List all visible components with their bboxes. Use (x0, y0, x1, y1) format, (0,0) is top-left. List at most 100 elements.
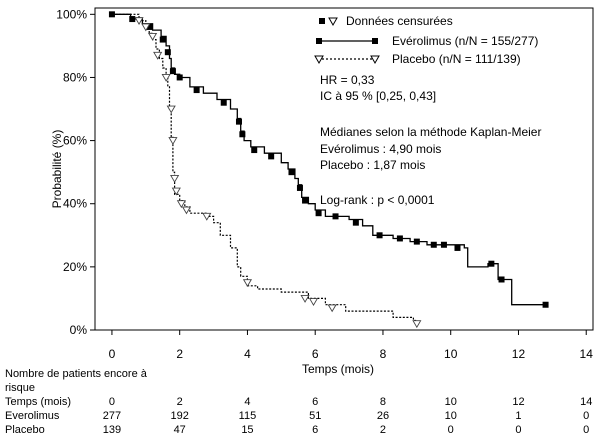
censor-mark-everolimus-22 (430, 241, 437, 248)
risk-value-everolimus-1: 192 (170, 410, 189, 422)
legend-entry-placebo: Placebo (n/N = 111/139) (392, 52, 521, 66)
censor-mark-placebo-4 (161, 74, 171, 82)
x-tick-label-12: 12 (512, 347, 526, 361)
censor-mark-everolimus-17 (332, 213, 339, 220)
risk-table-heading-line1: Nombre de patients encore à (5, 368, 147, 380)
y-tick-label-2: 40% (63, 197, 87, 211)
risk-value-placebo-0: 139 (102, 424, 122, 436)
censor-mark-placebo-10 (181, 206, 192, 215)
censor-mark-everolimus-19 (376, 232, 383, 239)
x-tick-label-8: 8 (380, 347, 387, 361)
y-tick-label-5: 100% (56, 7, 87, 21)
risk-value-time-7: 14 (580, 396, 593, 408)
censor-mark-placebo-6 (168, 137, 178, 145)
risk-value-time-1: 2 (176, 396, 183, 408)
risk-value-placebo-4: 2 (379, 424, 387, 436)
risk-value-everolimus-2: 115 (238, 410, 257, 422)
censor-mark-everolimus-14 (296, 184, 303, 191)
censor-mark-everolimus-18 (352, 219, 359, 226)
x-tick-label-6: 6 (312, 347, 319, 361)
risk-value-time-5: 10 (444, 396, 457, 408)
censor-mark-everolimus-23 (440, 241, 447, 248)
annotation-hr: HR = 0,33 (320, 73, 375, 87)
annotation-logrank: Log‑rank : p < 0,0001 (320, 193, 435, 207)
legend-title: Données censurées (346, 14, 453, 28)
x-tick-label-0: 0 (109, 347, 116, 361)
x-tick-label-4: 4 (244, 347, 251, 361)
censor-mark-everolimus-21 (413, 238, 420, 245)
plot-frame (94, 7, 594, 331)
risk-value-time-0: 0 (108, 396, 115, 408)
censor-mark-placebo-8 (171, 187, 181, 196)
y-tick-label-0: 0% (70, 323, 88, 337)
annotation-medians-title: Médianes selon la méthode Kaplan‑Meier (320, 125, 541, 139)
censor-mark-everolimus-16 (315, 210, 322, 217)
risk-value-everolimus-5: 10 (444, 410, 457, 422)
censor-mark-everolimus-4 (164, 49, 171, 56)
censor-mark-placebo-1 (141, 23, 151, 32)
censor-mark-everolimus-11 (251, 147, 258, 154)
censor-mark-everolimus-24 (454, 244, 461, 251)
censor-mark-everolimus-9 (235, 118, 242, 125)
legend-marker-placebo-right (370, 55, 380, 65)
risk-value-everolimus-6: 1 (515, 410, 522, 422)
x-tick-label-2: 2 (176, 347, 183, 361)
risk-value-placebo-7: 0 (583, 424, 590, 436)
legend-marker-everolimus-right (372, 38, 378, 44)
censor-mark-everolimus-1 (129, 16, 136, 23)
censor-mark-placebo-11 (202, 212, 212, 221)
censor-mark-everolimus-10 (239, 131, 246, 138)
censor-mark-placebo-0 (134, 17, 144, 26)
y-tick-label-1: 20% (63, 260, 87, 274)
censor-mark-placebo-13 (300, 294, 310, 303)
legend-entry-everolimus: Evérolimus (n/N = 155/277) (392, 34, 538, 48)
legend-title-marker-square (319, 18, 325, 24)
annotation-median-placebo: Placebo : 1,87 mois (320, 158, 425, 172)
risk-row-label-placebo: Placebo (5, 424, 45, 436)
legend-marker-placebo-left (314, 55, 324, 65)
risk-value-placebo-5: 0 (447, 424, 454, 436)
censor-mark-everolimus-6 (176, 74, 183, 81)
censor-mark-placebo-14 (308, 298, 319, 306)
risk-value-time-3: 6 (312, 396, 319, 408)
censor-mark-everolimus-7 (193, 87, 200, 94)
censor-mark-placebo-12 (242, 279, 253, 288)
censor-mark-everolimus-5 (169, 68, 176, 75)
risk-value-time-2: 4 (244, 396, 251, 408)
censor-mark-placebo-16 (412, 320, 422, 329)
censor-mark-placebo-5 (166, 105, 176, 114)
censor-mark-everolimus-27 (542, 301, 549, 308)
censor-mark-everolimus-12 (268, 153, 275, 160)
censor-mark-everolimus-3 (159, 36, 166, 43)
risk-row-label-time: Temps (mois) (5, 396, 72, 408)
chart-series (108, 11, 549, 329)
annotation-median-everolimus: Evérolimus : 4,90 mois (320, 142, 441, 156)
legend-title-marker-triangle (328, 17, 338, 27)
y-tick-label-3: 60% (63, 134, 87, 148)
chart-legend: Données censurées Evérolimus (n/N = 155/… (314, 14, 538, 66)
censor-mark-everolimus-8 (220, 99, 227, 106)
risk-value-time-4: 8 (379, 396, 387, 408)
annotation-ic: IC à 95 % [0,25, 0,43] (320, 89, 436, 103)
risk-value-everolimus-7: 0 (583, 410, 590, 422)
censor-mark-placebo-9 (176, 200, 186, 209)
censor-mark-everolimus-13 (288, 169, 295, 176)
censor-mark-everolimus-2 (146, 23, 153, 30)
censor-mark-placebo-2 (148, 32, 158, 41)
chart-axes: 0 2 4 6 8 10 12 14 0% 20% 40% 60% 80% 100% (56, 7, 594, 361)
censor-mark-placebo-15 (327, 304, 337, 313)
censor-mark-everolimus-20 (396, 235, 403, 242)
legend-marker-everolimus-left (316, 38, 322, 44)
censor-mark-placebo-7 (170, 175, 180, 183)
risk-table-heading-line2: risque (5, 382, 35, 394)
risk-value-placebo-3: 6 (312, 424, 319, 436)
risk-value-everolimus-4: 26 (376, 410, 390, 422)
risk-row-label-everolimus: Everolimus (5, 410, 60, 422)
risk-value-placebo-1: 47 (173, 424, 186, 436)
risk-value-everolimus-0: 277 (102, 410, 122, 422)
censor-mark-everolimus-26 (498, 276, 505, 283)
risk-value-placebo-6: 0 (515, 424, 522, 436)
risk-value-placebo-2: 15 (241, 424, 254, 436)
censor-mark-everolimus-15 (302, 197, 309, 204)
y-axis-label: Probabilité (%) (50, 130, 64, 209)
